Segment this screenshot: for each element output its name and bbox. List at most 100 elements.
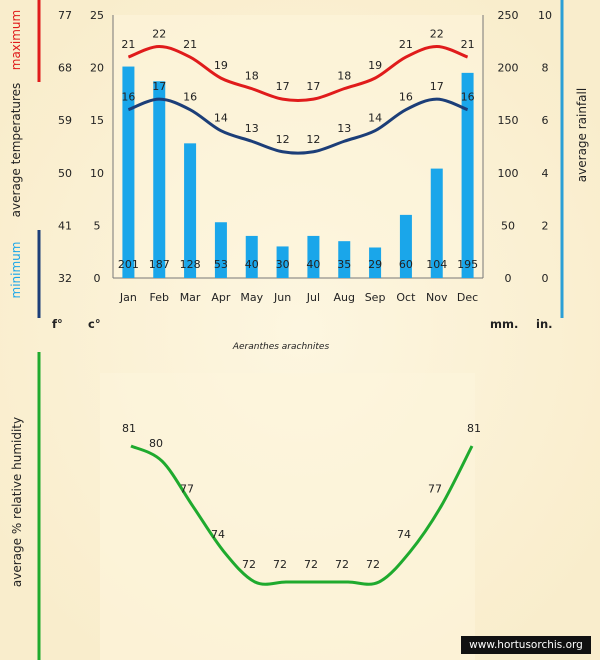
tick-mm: 150 (498, 114, 519, 127)
tick-c: 0 (94, 272, 101, 285)
rain-bar (338, 241, 351, 278)
rain-bar (184, 143, 197, 278)
max-temp-line (127, 45, 469, 102)
max-temp-label: 21 (399, 38, 413, 51)
tick-f: 59 (58, 114, 72, 127)
month-label: Jan (119, 291, 137, 304)
rain-bar (122, 66, 135, 278)
rain-bar (214, 222, 227, 278)
min-temp-label: 16 (399, 91, 413, 104)
tick-mm: 0 (505, 272, 512, 285)
plot-area (113, 15, 483, 278)
rain-bar-label: 104 (426, 258, 447, 271)
tick-c: 10 (90, 167, 104, 180)
humidity-plot-area (100, 373, 475, 660)
unit-mm: mm. (490, 317, 518, 331)
min-temp-label: 17 (430, 80, 444, 93)
max-label: maximum (9, 10, 23, 70)
rain-bar (430, 168, 443, 278)
humidity-chart: average % relative humidity 81 80 77 74 72 72… (10, 352, 481, 660)
rain-bar-label: 195 (457, 258, 478, 271)
avg-temp-label: average temperatures (9, 83, 23, 218)
min-temp-label: 13 (245, 122, 259, 135)
max-temp-label: 18 (337, 70, 351, 83)
climate-chart: maximum average temperatures minimum ave… (9, 0, 589, 352)
humidity-label-value: 81 (467, 422, 481, 435)
month-label: Aug (334, 291, 355, 304)
month-label: Dec (457, 291, 478, 304)
rain-bar-label: 35 (337, 258, 351, 271)
min-temp-label: 14 (214, 112, 228, 125)
tick-f: 68 (58, 62, 72, 75)
max-temp-label: 18 (245, 70, 259, 83)
tick-c: 25 (90, 9, 104, 22)
rain-bar (245, 235, 258, 278)
max-temp-label: 21 (121, 38, 135, 51)
min-temp-label: 16 (183, 91, 197, 104)
tick-f: 41 (58, 219, 72, 232)
tick-mm: 50 (501, 219, 515, 232)
min-label: minimum (9, 242, 23, 299)
humidity-label-value: 80 (149, 437, 163, 450)
rain-bar-label: 53 (214, 258, 228, 271)
min-temp-label: 17 (152, 80, 166, 93)
rain-bar (276, 246, 289, 278)
month-label: Jun (273, 291, 291, 304)
rain-bar-label: 201 (118, 258, 139, 271)
month-label: Apr (211, 291, 231, 304)
rain-bar-label: 40 (306, 258, 320, 271)
rain-bar (153, 81, 166, 278)
rain-bar (399, 214, 412, 278)
month-label: Oct (396, 291, 416, 304)
watermark: www.hortusorchis.org (461, 636, 591, 654)
rain-bar-label: 40 (245, 258, 259, 271)
max-temp-label: 21 (183, 38, 197, 51)
rain-bar-label: 29 (368, 258, 382, 271)
tick-f: 50 (58, 167, 72, 180)
humidity-label-value: 74 (397, 528, 411, 541)
rainfall-label: average rainfall (575, 88, 589, 182)
max-temp-label: 22 (430, 28, 444, 41)
humidity-label-value: 77 (428, 482, 442, 495)
rain-bar-label: 187 (149, 258, 170, 271)
humidity-label-value: 72 (242, 558, 256, 571)
humidity-label-value: 74 (211, 528, 225, 541)
rain-bar-label: 128 (180, 258, 201, 271)
min-temp-label: 16 (121, 91, 135, 104)
tick-in: 6 (542, 114, 549, 127)
unit-c: c° (88, 317, 101, 331)
rain-bar (461, 72, 474, 278)
tick-c: 20 (90, 62, 104, 75)
tick-f: 77 (58, 9, 72, 22)
humidity-label-value: 72 (366, 558, 380, 571)
unit-f: f° (52, 317, 63, 331)
humidity-label-value: 72 (273, 558, 287, 571)
max-temp-label: 22 (152, 28, 166, 41)
tick-mm: 200 (498, 62, 519, 75)
tick-in: 0 (542, 272, 549, 285)
rain-bar-label: 30 (276, 258, 290, 271)
tick-c: 15 (90, 114, 104, 127)
humidity-line (130, 444, 474, 586)
month-label: Jul (306, 291, 320, 304)
month-label: May (240, 291, 263, 304)
max-temp-label: 19 (214, 59, 228, 72)
month-label: Mar (180, 291, 201, 304)
tick-in: 2 (542, 219, 549, 232)
tick-f: 32 (58, 272, 72, 285)
humidity-label-value: 77 (180, 482, 194, 495)
humidity-label-value: 81 (122, 422, 136, 435)
max-temp-label: 17 (276, 80, 290, 93)
tick-in: 10 (538, 9, 552, 22)
rain-bar (307, 235, 320, 278)
tick-mm: 100 (498, 167, 519, 180)
tick-mm: 250 (498, 9, 519, 22)
tick-in: 8 (542, 62, 549, 75)
max-temp-label: 17 (306, 80, 320, 93)
humidity-label-value: 72 (335, 558, 349, 571)
month-label: Nov (426, 291, 448, 304)
max-temp-label: 21 (461, 38, 475, 51)
month-label: Feb (150, 291, 169, 304)
species-name: Aeranthes arachnites (232, 342, 330, 352)
